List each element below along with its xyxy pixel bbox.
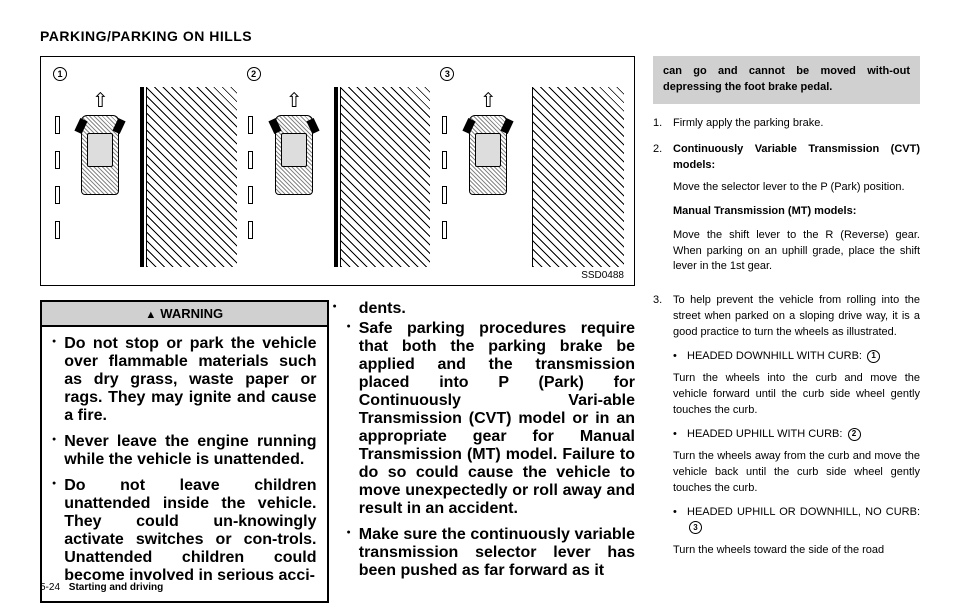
column-3: can go and cannot be moved with-out depr…: [653, 56, 920, 613]
car-area: ⇧: [257, 87, 332, 267]
hatch-area: [340, 87, 431, 267]
warning-text: Never leave the engine running while the…: [64, 433, 316, 469]
diagram-panel-2: 2 ⇧: [245, 65, 431, 267]
sub-label: HEADED UPHILL OR DOWNHILL, NO CURB:: [687, 506, 920, 518]
warning-text: Do not stop or park the vehicle over fla…: [64, 335, 316, 425]
sub-label: HEADED DOWNHILL WITH CURB:: [687, 350, 862, 362]
sub-text: Turn the wheels into the curb and move t…: [673, 371, 920, 419]
circle-ref-icon: 3: [689, 521, 702, 534]
car-icon: [469, 115, 507, 195]
warning-item: Make sure the continuously variable tran…: [347, 526, 636, 580]
car-icon: [275, 115, 313, 195]
step-subhead: Continuously Variable Transmission (CVT)…: [673, 143, 920, 171]
step-para: Move the shift lever to the R (Reverse) …: [673, 228, 920, 276]
sub-item: HEADED DOWNHILL WITH CURB: 1: [673, 349, 920, 365]
step-number: 3.: [653, 293, 673, 566]
section-name: Starting and driving: [69, 582, 163, 593]
sub-text: Turn the wheels toward the side of the r…: [673, 543, 920, 559]
warning-item: dents.: [333, 300, 636, 318]
road-scene: ⇧: [245, 87, 431, 267]
step-2: 2. Continuously Variable Transmission (C…: [653, 142, 920, 284]
warning-text: Safe parking procedures require that bot…: [359, 320, 635, 518]
warning-item: Never leave the engine running while the…: [52, 433, 317, 469]
panel-number-2: 2: [247, 67, 261, 81]
car-area: ⇧: [63, 87, 138, 267]
direction-arrow-icon: ⇧: [480, 91, 497, 111]
lane-markings: [245, 87, 257, 267]
warning-cont-text: dents.: [359, 300, 635, 318]
warning-list: Do not stop or park the vehicle over fla…: [52, 335, 317, 585]
gray-callout: can go and cannot be moved with-out depr…: [653, 56, 920, 104]
step-text: To help prevent the vehicle from rolling…: [673, 294, 920, 338]
curb-line: [140, 87, 144, 267]
warning-list-cont: dents.: [347, 300, 636, 318]
lane-markings: [438, 87, 450, 267]
content-columns: 1 ⇧ 2: [40, 56, 920, 613]
left-block: 1 ⇧ 2: [40, 56, 635, 613]
panel-number-1: 1: [53, 67, 67, 81]
direction-arrow-icon: ⇧: [92, 91, 109, 111]
warning-list-2: Safe parking procedures require that bot…: [347, 320, 636, 580]
sub-label: HEADED UPHILL WITH CURB:: [687, 428, 842, 440]
warning-item: Do not leave children unattended inside …: [52, 477, 317, 585]
step-text: Firmly apply the parking brake.: [673, 116, 920, 132]
step-number: 1.: [653, 116, 673, 132]
road-scene: ⇧: [51, 87, 237, 267]
diagram-panel-3: 3 ⇧: [438, 65, 624, 267]
sub-item: HEADED UPHILL OR DOWNHILL, NO CURB: 3: [673, 505, 920, 537]
circle-ref-icon: 2: [848, 428, 861, 441]
car-area: ⇧: [450, 87, 526, 267]
step-para: Move the selector lever to the P (Park) …: [673, 180, 920, 196]
car-icon: [81, 115, 119, 195]
sub-bullets: HEADED UPHILL WITH CURB: 2: [673, 427, 920, 443]
warning-text: Make sure the continuously variable tran…: [359, 526, 635, 580]
curb-line: [334, 87, 338, 267]
road-scene: ⇧: [438, 87, 624, 267]
step-subhead: Manual Transmission (MT) models:: [673, 204, 920, 220]
section-title: PARKING/PARKING ON HILLS: [40, 28, 920, 44]
circle-ref-icon: 1: [867, 350, 880, 363]
panel-number-3: 3: [440, 67, 454, 81]
step-number: 2.: [653, 142, 673, 284]
two-column-text: WARNING Do not stop or park the vehicle …: [40, 300, 635, 613]
parking-diagram: 1 ⇧ 2: [40, 56, 635, 286]
warning-item: Safe parking procedures require that bot…: [347, 320, 636, 518]
numbered-steps: 1. Firmly apply the parking brake. 2. Co…: [653, 116, 920, 567]
diagram-panel-1: 1 ⇧: [51, 65, 237, 267]
hatch-area: [146, 87, 237, 267]
warning-text: Do not leave children unattended inside …: [64, 477, 316, 585]
sub-bullets: HEADED UPHILL OR DOWNHILL, NO CURB: 3: [673, 505, 920, 537]
hatch-area: [532, 87, 624, 267]
lane-markings: [51, 87, 63, 267]
step-body: Continuously Variable Transmission (CVT)…: [673, 142, 920, 284]
direction-arrow-icon: ⇧: [286, 91, 303, 111]
warning-body: Do not stop or park the vehicle over fla…: [42, 327, 327, 601]
column-1: WARNING Do not stop or park the vehicle …: [40, 300, 329, 613]
warning-box: WARNING Do not stop or park the vehicle …: [40, 300, 329, 603]
step-3: 3. To help prevent the vehicle from roll…: [653, 293, 920, 566]
diagram-id: SSD0488: [581, 270, 624, 281]
sub-bullets: HEADED DOWNHILL WITH CURB: 1: [673, 349, 920, 365]
page-footer: 5-24 Starting and driving: [40, 582, 163, 593]
sub-item: HEADED UPHILL WITH CURB: 2: [673, 427, 920, 443]
page-number: 5-24: [40, 582, 60, 593]
step-body: To help prevent the vehicle from rolling…: [673, 293, 920, 566]
warning-header: WARNING: [42, 302, 327, 327]
step-1: 1. Firmly apply the parking brake.: [653, 116, 920, 132]
sub-text: Turn the wheels away from the curb and m…: [673, 449, 920, 497]
column-2: dents. Safe parking procedures require t…: [347, 300, 636, 613]
warning-item: Do not stop or park the vehicle over fla…: [52, 335, 317, 425]
